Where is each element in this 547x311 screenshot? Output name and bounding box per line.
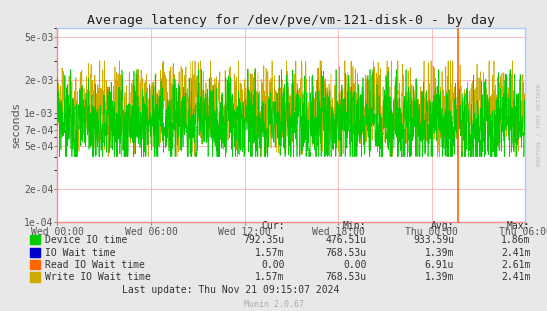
Text: 1.57m: 1.57m [255, 248, 284, 258]
Text: 1.86m: 1.86m [501, 235, 531, 245]
Text: Read IO Wait time: Read IO Wait time [45, 260, 145, 270]
Text: IO Wait time: IO Wait time [45, 248, 115, 258]
Text: 0.00: 0.00 [343, 260, 366, 270]
Text: 2.41m: 2.41m [501, 248, 531, 258]
Text: 1.39m: 1.39m [424, 248, 454, 258]
Text: Munin 2.0.67: Munin 2.0.67 [243, 300, 304, 309]
Text: 2.41m: 2.41m [501, 272, 531, 282]
Text: RRDTOOL / TOBI OETIKER: RRDTOOL / TOBI OETIKER [536, 83, 542, 166]
Text: Write IO Wait time: Write IO Wait time [45, 272, 150, 282]
Text: 6.91u: 6.91u [424, 260, 454, 270]
Text: Device IO time: Device IO time [45, 235, 127, 245]
Y-axis label: seconds: seconds [11, 102, 21, 148]
Text: 933.59u: 933.59u [413, 235, 454, 245]
Text: 1.39m: 1.39m [424, 272, 454, 282]
Text: 768.53u: 768.53u [325, 248, 366, 258]
Text: 768.53u: 768.53u [325, 272, 366, 282]
Text: 1.57m: 1.57m [255, 272, 284, 282]
Text: Avg:: Avg: [430, 221, 454, 231]
Text: 0.00: 0.00 [261, 260, 284, 270]
Text: 476.51u: 476.51u [325, 235, 366, 245]
Text: 792.35u: 792.35u [243, 235, 284, 245]
Text: 2.61m: 2.61m [501, 260, 531, 270]
Text: Min:: Min: [343, 221, 366, 231]
Text: Max:: Max: [507, 221, 531, 231]
Title: Average latency for /dev/pve/vm-121-disk-0 - by day: Average latency for /dev/pve/vm-121-disk… [88, 14, 495, 27]
Text: Last update: Thu Nov 21 09:15:07 2024: Last update: Thu Nov 21 09:15:07 2024 [122, 285, 339, 295]
Text: Cur:: Cur: [261, 221, 284, 231]
